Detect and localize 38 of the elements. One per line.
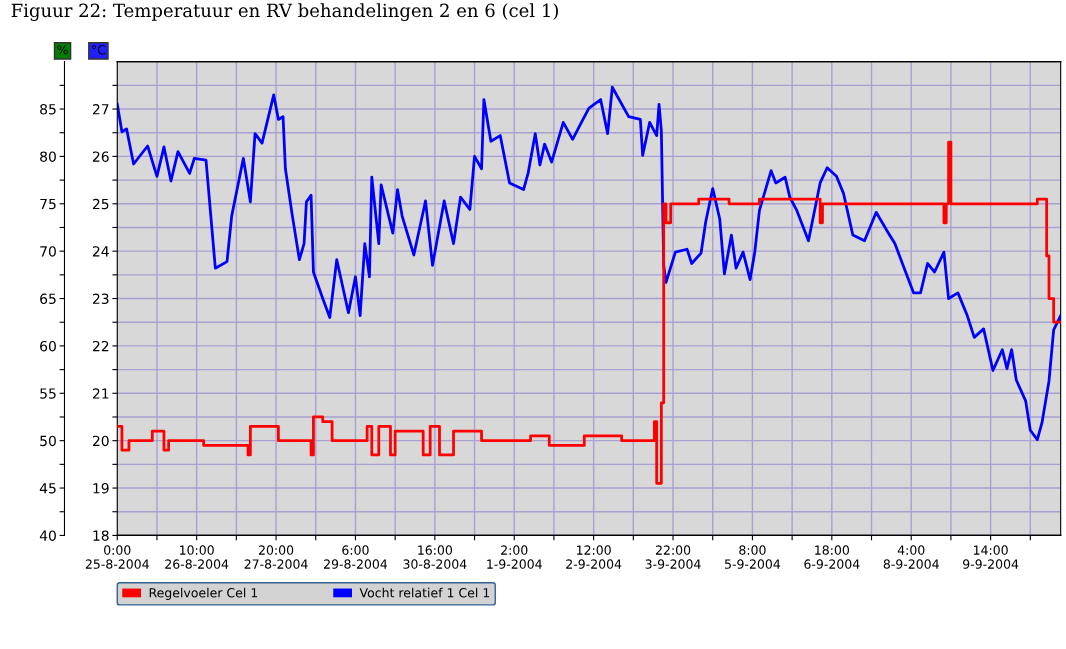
x-tick-label: 14:00 9-9-2004 — [963, 545, 1019, 569]
y-tick-label: 50 — [40, 435, 56, 447]
y2-tick-label: 20 — [92, 435, 109, 447]
x-tick-label: 22:00 3-9-2004 — [645, 545, 701, 569]
x-tick-label: 0:00 25-8-2004 — [85, 545, 149, 569]
y-tick-label: 80 — [40, 151, 56, 162]
y2-tick-label: 24 — [92, 246, 109, 257]
y2-tick-label: 25 — [92, 198, 109, 210]
y-tick-label: 75 — [40, 198, 56, 210]
y-tick-label: 70 — [40, 246, 56, 257]
y-tick-label: 60 — [40, 340, 56, 352]
x-tick-label: 6:00 29-8-2004 — [324, 545, 388, 569]
legend-label: Regelvoeler Cel 1 — [149, 587, 258, 600]
x-tick-label: 10:00 26-8-2004 — [165, 545, 229, 569]
y2-tick-label: 27 — [92, 104, 109, 115]
y-tick-label: 55 — [40, 388, 56, 399]
x-tick-label: 4:00 8-9-2004 — [883, 545, 939, 569]
y-tick-label: 85 — [40, 104, 56, 115]
x-tick-label: 16:00 30-8-2004 — [403, 545, 467, 569]
x-tick-label: 20:00 27-8-2004 — [244, 545, 308, 569]
y2-tick-label: 21 — [92, 388, 109, 399]
x-tick-label: 18:00 6-9-2004 — [804, 545, 860, 569]
x-tick-label: 8:00 5-9-2004 — [725, 545, 781, 569]
x-tick-label: 2:00 1-9-2004 — [487, 545, 542, 569]
y-tick-label: 40 — [39, 530, 56, 541]
legend-label: Vocht relatief 1 Cel 1 — [359, 587, 490, 598]
x-tick-label: 12:00 2-9-2004 — [566, 545, 622, 569]
y2-tick-label: 18 — [93, 530, 109, 541]
y2-tick-label: 23 — [92, 293, 109, 305]
line-series — [117, 85, 1061, 442]
y-tick-label: 45 — [39, 483, 56, 494]
y-axis-title: % — [57, 45, 68, 55]
y2-axis-title: °C — [92, 45, 106, 55]
y-tick-label: 65 — [40, 293, 56, 305]
y2-tick-label: 19 — [93, 483, 109, 494]
y2-tick-label: 26 — [92, 151, 109, 162]
y2-tick-label: 22 — [92, 340, 109, 352]
chart-title: Figuur 22: Temperatuur en RV behandelingen 2 en 6 (cel 1) — [11, 3, 558, 21]
